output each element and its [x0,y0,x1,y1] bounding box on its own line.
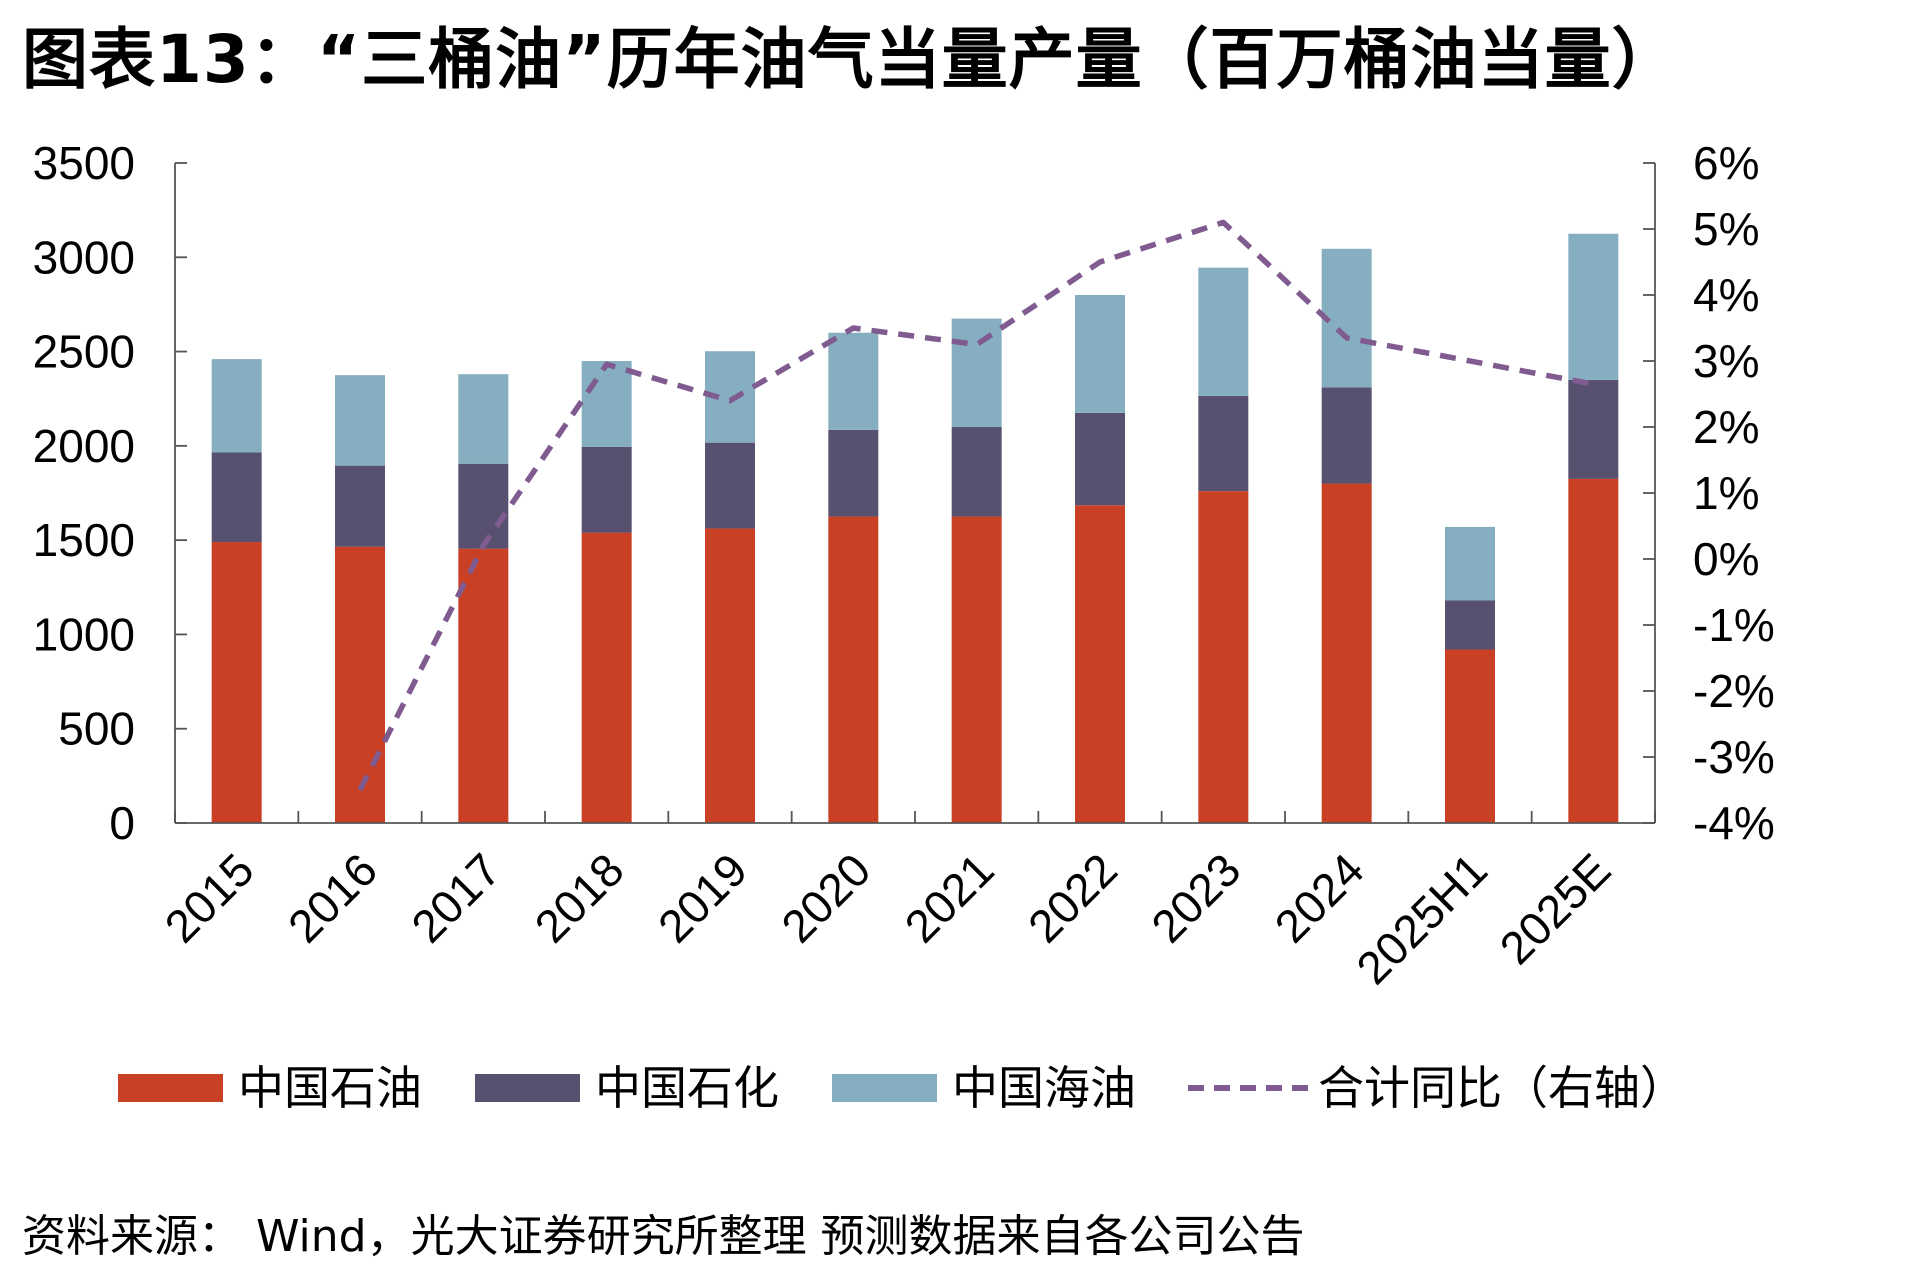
bar-1-2022 [1075,412,1125,506]
source-note: 资料来源： Wind，光大证券研究所整理 预测数据来自各公司公告 [22,1211,1305,1262]
legend-item-2: 中国海油 [832,1061,1136,1115]
bar-0-2021 [951,516,1002,823]
bar-2-2017 [458,374,509,464]
legend-item-1: 中国石化 [475,1061,779,1115]
bar-1-2021 [951,427,1002,517]
bar-2-2025H1 [1445,526,1495,601]
bar-1-2025E [1568,379,1619,479]
bar-0-2016 [335,546,385,823]
legend-label: 中国石油 [238,1061,422,1115]
bar-1-2018 [581,446,632,533]
bar-2-2023 [1198,267,1249,396]
right-tick-label: 2% [1693,401,1759,453]
bar-0-2017 [458,548,509,823]
legend-item-0: 中国石油 [118,1061,422,1115]
x-tick-label: 2021 [895,843,1004,952]
legend: 中国石油 中国石化 中国海油 合计同比（右轴） [118,1061,1686,1115]
x-tick-label: 2016 [278,843,387,952]
legend-swatch [475,1074,580,1102]
left-tick-label: 2500 [33,326,135,378]
bar-2-2015 [211,359,262,453]
legend-label: 中国海油 [952,1061,1136,1115]
bar-2-2016 [335,375,385,466]
bar-2-2024 [1321,248,1372,388]
bar-0-2020 [828,516,879,823]
bar-0-2015 [211,542,262,823]
legend-swatch [118,1074,223,1102]
x-tick-label: 2018 [525,843,634,952]
bar-0-2019 [705,528,755,823]
x-tick-label: 2024 [1265,843,1374,952]
x-tick-label: 2017 [401,843,510,952]
bar-2-2018 [581,361,632,447]
bar-2-2020 [828,332,879,430]
x-tick-label: 2022 [1018,843,1127,952]
left-tick-label: 3000 [33,231,135,283]
right-tick-label: 1% [1693,467,1759,519]
bar-2-2022 [1075,295,1125,413]
bar-1-2024 [1321,387,1372,484]
legend-item-3: 合计同比（右轴） [1188,1061,1686,1115]
left-tick-label: 1000 [33,608,135,660]
bar-1-2016 [335,465,385,547]
right-tick-label: -4% [1693,797,1775,849]
bar-0-2025H1 [1445,649,1495,823]
yoy-line [357,219,1594,792]
right-tick-label: -1% [1693,599,1775,651]
bar-0-2022 [1075,505,1125,823]
left-tick-label: 1500 [33,514,135,566]
right-tick-label: 3% [1693,335,1759,387]
right-tick-label: -3% [1693,731,1775,783]
bar-1-2020 [828,429,879,517]
x-tick-label: 2025H1 [1346,843,1497,994]
bar-0-2023 [1198,491,1249,823]
right-tick-label: 6% [1693,137,1759,189]
bar-0-2024 [1321,483,1372,823]
x-tick-label: 2019 [648,843,757,952]
axes-layer: 0 500 1000 1500 2000 2500 3000 3500 -4% -3% -2% -1%… [33,137,1775,994]
x-tick-label: 2023 [1141,843,1250,952]
x-tick-label: 2015 [155,843,264,952]
legend-label: 中国石化 [595,1061,779,1115]
left-tick-label: 500 [58,703,135,755]
left-tick-label: 3500 [33,137,135,189]
bar-1-2023 [1198,395,1249,492]
legend-swatch [832,1074,937,1102]
bar-0-2018 [581,532,632,823]
bar-1-2019 [705,442,755,529]
bar-1-2017 [458,463,509,549]
x-tick-label: 2020 [771,843,880,952]
legend-label: 合计同比（右轴） [1318,1061,1686,1115]
left-tick-label: 0 [109,797,135,849]
chart-title: 图表13：“三桶油”历年油气当量产量（百万桶油当量） [22,21,1679,98]
bar-1-2025H1 [1445,600,1495,650]
bar-layer [211,233,1619,823]
left-tick-label: 2000 [33,420,135,472]
bar-2-2021 [951,318,1002,427]
right-tick-label: 4% [1693,269,1759,321]
bar-0-2025E [1568,478,1619,823]
yoy-line-layer [357,219,1594,792]
right-tick-label: 5% [1693,203,1759,255]
right-tick-label: -2% [1693,665,1775,717]
bar-1-2015 [211,452,262,543]
x-tick-label: 2025E [1490,843,1621,974]
right-tick-label: 0% [1693,533,1759,585]
bar-2-2025E [1568,233,1619,380]
